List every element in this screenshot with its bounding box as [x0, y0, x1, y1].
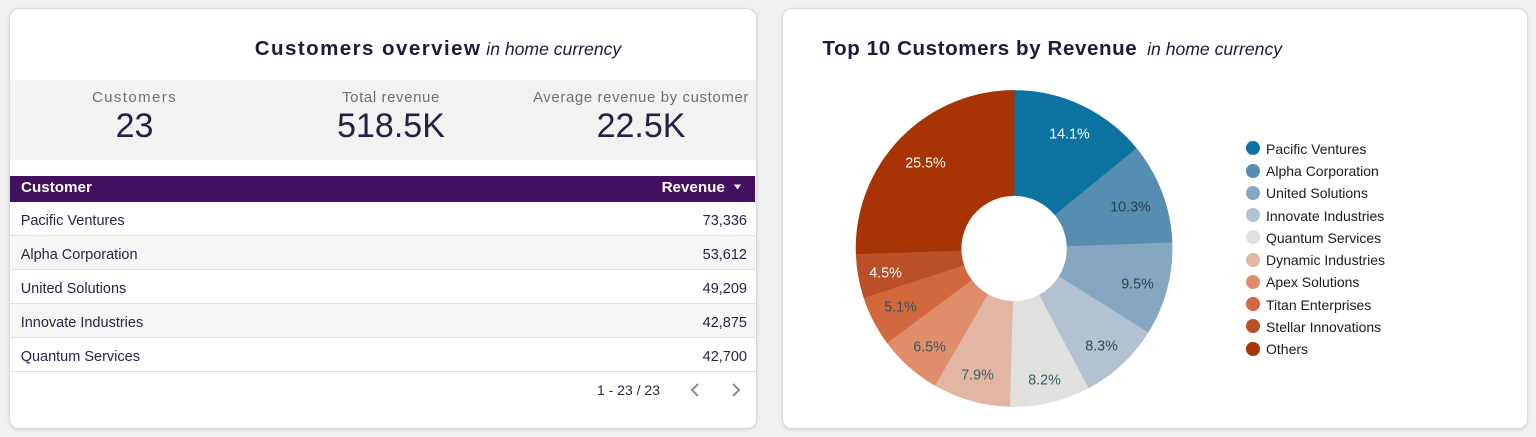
svg-text:8.3%: 8.3%	[1085, 338, 1118, 354]
svg-text:4.5%: 4.5%	[869, 265, 902, 281]
svg-text:8.2%: 8.2%	[1028, 372, 1061, 388]
svg-text:14.1%: 14.1%	[1049, 126, 1090, 142]
svg-text:25.5%: 25.5%	[905, 155, 946, 171]
svg-text:7.9%: 7.9%	[961, 367, 994, 383]
svg-text:6.5%: 6.5%	[913, 339, 946, 355]
svg-text:5.1%: 5.1%	[884, 299, 917, 315]
svg-text:10.3%: 10.3%	[1110, 199, 1151, 215]
svg-text:9.5%: 9.5%	[1121, 276, 1154, 292]
